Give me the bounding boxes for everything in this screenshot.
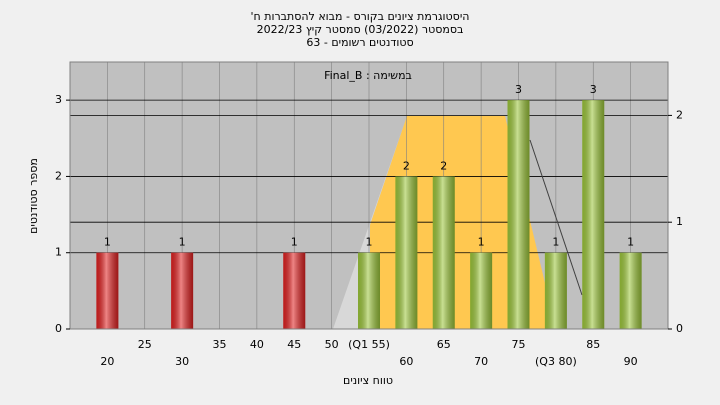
x-tick-label: (Q3 80): [535, 355, 577, 368]
value-label: 1: [478, 236, 485, 249]
x-tick-label: 25: [138, 338, 152, 351]
x-tick-label: 45: [287, 338, 301, 351]
x-tick-label: 40: [250, 338, 264, 351]
bar-shade: [358, 252, 380, 329]
y2-tick-label: 1: [676, 215, 683, 228]
y-axis-label: מספר סטודנטים: [27, 158, 40, 234]
y-tick-label: 0: [55, 322, 62, 335]
plot-border: [69, 61, 669, 330]
annotation: במשימה : Final_B: [324, 69, 412, 82]
value-label: 1: [291, 236, 298, 249]
x-tick-label: 50: [325, 338, 339, 351]
bar-shade: [619, 252, 642, 329]
x-tick-label: 85: [586, 338, 600, 351]
value-label: 3: [590, 83, 597, 96]
x-tick-label: 70: [474, 355, 488, 368]
shape: [529, 139, 583, 296]
bar-shade: [395, 176, 418, 329]
y-tick-label: 2: [55, 169, 62, 182]
x-tick-label: 35: [213, 338, 227, 351]
bar-shade: [582, 100, 605, 330]
value-label: 1: [104, 236, 111, 249]
x-tick-label: 65: [437, 338, 451, 351]
y2-tick-label: 2: [676, 108, 683, 121]
bar-shade: [544, 252, 567, 329]
chart-title: היסטוגרמת ציונים בקורס - מבוא להסתברות ח…: [251, 10, 470, 23]
bar-shade: [432, 176, 455, 329]
chart-subtitle: בסמסטר (03/2022) סמסטר קיץ 2022/23: [257, 23, 464, 36]
value-label: 1: [552, 236, 559, 249]
x-axis-label: טווח ציונים: [343, 374, 393, 387]
bar-shade: [283, 252, 306, 329]
bar-shade: [470, 252, 493, 329]
value-label: 1: [627, 236, 634, 249]
x-tick-label: (Q1 55): [348, 338, 390, 351]
value-label: 3: [515, 83, 522, 96]
value-label: 2: [440, 159, 447, 172]
value-label: 1: [366, 236, 373, 249]
bar-shade: [171, 252, 194, 329]
x-tick-label: 30: [175, 355, 189, 368]
y-tick-label: 1: [55, 246, 62, 259]
x-tick-label: 20: [100, 355, 114, 368]
chart-subtitle: סטודנטים רשומים - 63: [306, 36, 413, 49]
y-tick-label: 3: [55, 93, 62, 106]
x-tick-label: 60: [399, 355, 413, 368]
x-tick-label: 90: [624, 355, 638, 368]
bar-shade: [507, 100, 530, 330]
bar-shade: [96, 252, 119, 329]
value-label: 2: [403, 159, 410, 172]
value-label: 1: [179, 236, 186, 249]
x-tick-label: 75: [512, 338, 526, 351]
y2-tick-label: 0: [676, 322, 683, 335]
